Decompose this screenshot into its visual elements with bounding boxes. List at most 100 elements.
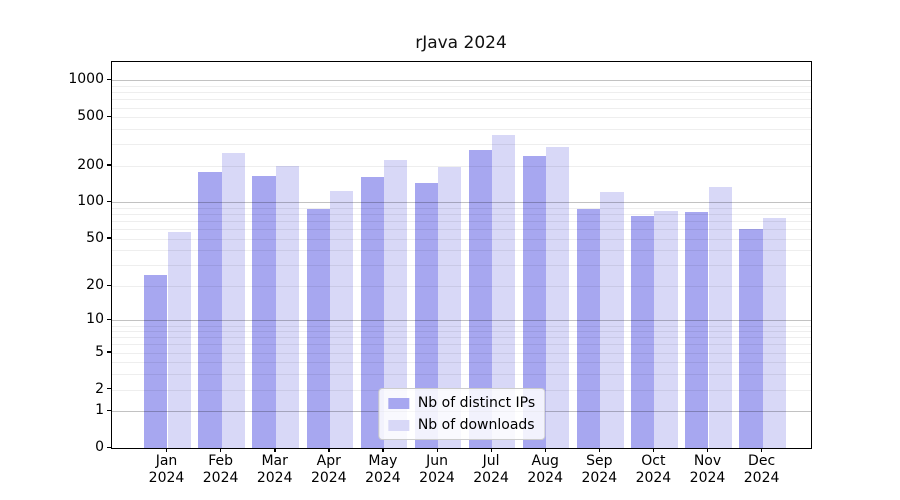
bar-downloads-jul bbox=[492, 134, 516, 448]
bar-distinct-ips-jan bbox=[144, 274, 168, 448]
bar-downloads-aug bbox=[546, 146, 570, 448]
x-tick-mark-nov bbox=[707, 448, 709, 453]
x-tick-mark-oct bbox=[652, 448, 655, 453]
legend: Nb of distinct IPs Nb of downloads bbox=[377, 388, 546, 440]
x-tick-mark-dec bbox=[761, 448, 763, 453]
gridline-minor-500 bbox=[112, 117, 811, 119]
bars-layer bbox=[112, 62, 811, 448]
x-tick-label-feb: Feb 2024 bbox=[202, 453, 239, 486]
legend-label-distinct-ips: Nb of distinct IPs bbox=[417, 395, 536, 411]
gridline-major-100 bbox=[112, 202, 811, 204]
bar-distinct-ips-apr bbox=[306, 209, 330, 448]
gridline-minor-20 bbox=[112, 286, 811, 288]
gridline-minor-40 bbox=[112, 250, 811, 252]
x-tick-label-mar: Mar 2024 bbox=[256, 453, 293, 486]
x-tick-mark-jan bbox=[166, 448, 168, 453]
x-tick-label-sep: Sep 2024 bbox=[581, 453, 618, 486]
y-tick-label-50: 50 bbox=[86, 229, 104, 246]
bar-downloads-sep bbox=[600, 192, 624, 448]
gridline-minor-8 bbox=[112, 331, 811, 333]
x-tick-mark-apr bbox=[328, 448, 330, 453]
gridline-minor-300 bbox=[112, 144, 811, 146]
y-tick-mark-100 bbox=[107, 200, 111, 203]
y-tick-mark-5 bbox=[107, 351, 111, 353]
bar-distinct-ips-nov bbox=[685, 212, 709, 448]
y-tick-mark-50 bbox=[107, 237, 111, 239]
gridline-minor-600 bbox=[112, 107, 811, 109]
x-tick-label-may: May 2024 bbox=[365, 453, 401, 486]
bar-distinct-ips-may bbox=[360, 177, 384, 448]
gridline-major-1000 bbox=[112, 80, 811, 82]
x-tick-mark-aug bbox=[544, 448, 547, 453]
bar-distinct-ips-jun bbox=[414, 182, 438, 448]
y-tick-label-1000: 1000 bbox=[68, 71, 104, 88]
gridline-minor-5 bbox=[112, 352, 811, 354]
gridline-minor-90 bbox=[112, 208, 811, 210]
x-tick-mark-may bbox=[382, 448, 384, 453]
x-tick-label-oct: Oct 2024 bbox=[635, 453, 672, 486]
y-tick-label-200: 200 bbox=[77, 156, 104, 173]
y-tick-label-5: 5 bbox=[95, 343, 104, 360]
x-tick-label-jan: Jan 2024 bbox=[148, 453, 185, 486]
y-tick-label-2: 2 bbox=[95, 380, 104, 397]
legend-item-downloads: Nb of downloads bbox=[387, 417, 535, 433]
legend-label-downloads: Nb of downloads bbox=[417, 417, 535, 433]
legend-item-distinct-ips: Nb of distinct IPs bbox=[387, 395, 536, 411]
bar-downloads-oct bbox=[654, 211, 678, 448]
x-tick-label-apr: Apr 2024 bbox=[310, 453, 347, 486]
y-tick-label-10: 10 bbox=[86, 311, 104, 328]
plot-area: Nb of distinct IPs Nb of downloads bbox=[111, 61, 812, 449]
gridline-minor-60 bbox=[112, 229, 811, 231]
bar-downloads-feb bbox=[221, 153, 245, 448]
y-tick-mark-1 bbox=[107, 409, 111, 411]
bar-distinct-ips-jul bbox=[468, 150, 493, 448]
y-tick-mark-10 bbox=[107, 318, 111, 321]
gridline-minor-900 bbox=[112, 86, 811, 88]
legend-swatch-downloads bbox=[387, 419, 409, 431]
gridline-major-10 bbox=[112, 320, 811, 322]
x-tick-label-dec: Dec 2024 bbox=[743, 453, 780, 486]
gridlines-layer bbox=[112, 62, 811, 448]
gridline-minor-3 bbox=[112, 374, 811, 376]
bar-distinct-ips-sep bbox=[577, 209, 601, 448]
bar-distinct-ips-mar bbox=[252, 176, 276, 448]
gridline-minor-30 bbox=[112, 265, 811, 267]
gridline-minor-80 bbox=[112, 214, 811, 216]
x-tick-mark-feb bbox=[220, 448, 222, 453]
bar-downloads-jan bbox=[167, 232, 191, 448]
chart-title: rJava 2024 bbox=[415, 33, 507, 53]
bar-downloads-jun bbox=[438, 167, 462, 448]
gridline-minor-800 bbox=[112, 92, 811, 94]
gridline-minor-7 bbox=[112, 337, 811, 339]
y-tick-mark-500 bbox=[107, 115, 111, 118]
x-tick-label-aug: Aug 2024 bbox=[527, 453, 563, 486]
gridline-minor-200 bbox=[112, 165, 811, 167]
bar-distinct-ips-oct bbox=[631, 216, 655, 448]
gridline-minor-6 bbox=[112, 344, 811, 346]
y-tick-mark-200 bbox=[107, 164, 111, 166]
x-tick-mark-jun bbox=[436, 448, 438, 453]
legend-swatch-distinct-ips bbox=[387, 397, 409, 409]
bar-distinct-ips-dec bbox=[739, 229, 763, 448]
bar-downloads-apr bbox=[329, 191, 354, 448]
gridline-minor-700 bbox=[112, 99, 811, 101]
bar-distinct-ips-feb bbox=[198, 171, 222, 448]
x-tick-label-jul: Jul 2024 bbox=[473, 453, 509, 486]
gridline-minor-70 bbox=[112, 221, 811, 223]
x-tick-mark-mar bbox=[274, 448, 276, 453]
x-tick-mark-sep bbox=[598, 448, 601, 453]
bar-distinct-ips-aug bbox=[522, 156, 547, 448]
bar-downloads-mar bbox=[275, 165, 299, 448]
gridline-minor-4 bbox=[112, 362, 811, 364]
y-tick-label-0: 0 bbox=[95, 439, 104, 455]
y-tick-mark-1000 bbox=[107, 78, 111, 81]
x-tick-label-jun: Jun 2024 bbox=[419, 453, 455, 486]
y-tick-label-500: 500 bbox=[77, 108, 104, 125]
bar-downloads-may bbox=[383, 160, 408, 448]
y-tick-label-1: 1 bbox=[95, 402, 104, 419]
x-tick-mark-jul bbox=[490, 448, 492, 453]
y-tick-label-100: 100 bbox=[77, 193, 104, 210]
y-tick-mark-2 bbox=[107, 388, 111, 390]
gridline-minor-400 bbox=[112, 129, 811, 131]
